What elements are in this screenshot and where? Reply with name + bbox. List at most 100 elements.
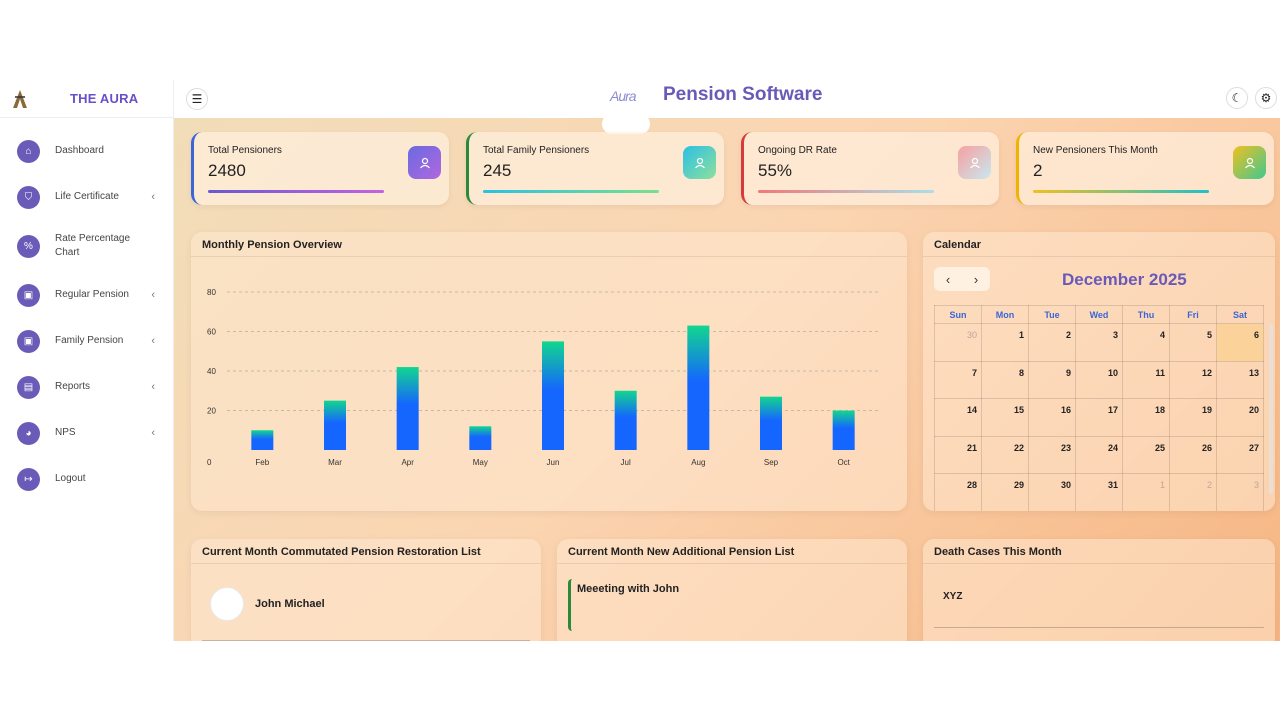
stat-card-total-pensioners[interactable]: Total Pensioners 2480 — [191, 132, 449, 205]
report-icon: ▤ — [17, 375, 40, 399]
stat-value: 55% — [758, 161, 793, 180]
calendar-card: Calendar ‹ › December 2025 Sun Mon Tue Wed T… — [923, 232, 1275, 511]
user-icon — [408, 146, 441, 179]
calendar-day[interactable]: 27 — [1216, 435, 1264, 474]
chart-bar-aug[interactable] — [687, 325, 710, 450]
calendar-day[interactable]: 8 — [981, 360, 1029, 399]
weekday-header: Mon — [981, 305, 1029, 324]
shield-icon: ⛉ — [17, 185, 40, 209]
calendar-day[interactable]: 5 — [1169, 323, 1217, 362]
calendar-day[interactable]: 2 — [1028, 323, 1076, 362]
calendar-day[interactable]: 1 — [981, 323, 1029, 362]
calendar-day[interactable]: 20 — [1216, 398, 1264, 437]
calendar-nav: ‹ › — [934, 267, 990, 291]
chart-bar-feb[interactable] — [251, 430, 274, 450]
decorative-cloud — [602, 118, 650, 134]
calendar-day[interactable]: 23 — [1028, 435, 1076, 474]
hamburger-icon[interactable]: ☰ — [186, 88, 208, 110]
weekday-header: Fri — [1169, 305, 1217, 324]
chart-bar-oct[interactable] — [832, 410, 855, 451]
stat-card-ongoing-dr-rate[interactable]: Ongoing DR Rate 55% — [741, 132, 999, 205]
weekday-header: Sun — [934, 305, 982, 324]
calendar-day[interactable]: 19 — [1169, 398, 1217, 437]
sidebar-nav: ⌂ Dashboard ⛉ Life Certificate ‹% Rate Percen… — [0, 118, 173, 502]
chart-bar-jun[interactable] — [542, 341, 564, 450]
chart-bar-apr[interactable] — [396, 367, 419, 450]
calendar-day[interactable]: 4 — [1122, 323, 1170, 362]
weekday-header: Thu — [1122, 305, 1170, 324]
calendar-day[interactable]: 22 — [981, 435, 1029, 474]
chevron-right-icon[interactable]: › — [973, 271, 979, 287]
stat-value: 245 — [483, 161, 512, 180]
calendar-day[interactable]: 30 — [934, 323, 982, 362]
chevron-left-icon: ‹ — [151, 191, 155, 203]
sidebar-item-life-certificate[interactable]: ⛉ Life Certificate ‹ — [0, 174, 173, 220]
sidebar-item-regular-pension[interactable]: ▣ Regular Pension ‹ — [0, 272, 173, 318]
calendar-day[interactable]: 2 — [1169, 473, 1217, 511]
stat-progress-bar — [483, 190, 659, 193]
top-logo: Aura — [610, 88, 637, 104]
calendar-day[interactable]: 18 — [1122, 398, 1170, 437]
calendar-day[interactable]: 16 — [1028, 398, 1076, 437]
chart-bar-mar[interactable] — [324, 400, 346, 450]
calendar-day[interactable]: 24 — [1075, 435, 1123, 474]
calendar-day[interactable]: 30 — [1028, 473, 1076, 511]
event-item[interactable]: Meeeting with John — [568, 579, 768, 631]
calendar-day[interactable]: 28 — [934, 473, 982, 511]
gear-icon[interactable]: ⚙ — [1255, 87, 1277, 109]
calendar-day[interactable]: 14 — [934, 398, 982, 437]
calendar-day[interactable]: 3 — [1075, 323, 1123, 362]
calendar-day[interactable]: 12 — [1169, 360, 1217, 399]
calendar-day[interactable]: 31 — [1075, 473, 1123, 511]
sidebar-item-logout[interactable]: ↦ Logout — [0, 456, 173, 502]
sidebar-item-rate-percentage-chart[interactable]: % Rate Percentage Chart — [0, 220, 173, 272]
calendar-day[interactable]: 25 — [1122, 435, 1170, 474]
calendar-day[interactable]: 15 — [981, 398, 1029, 437]
app-title: Pension Software — [663, 84, 823, 105]
calendar-day[interactable]: 10 — [1075, 360, 1123, 399]
stat-label: Total Pensioners — [208, 145, 282, 156]
x-tick-label: Apr — [401, 458, 414, 467]
calendar-day[interactable]: 1 — [1122, 473, 1170, 511]
x-tick-label: Feb — [255, 458, 269, 467]
sidebar: THE AURA ⌂ Dashboard ⛉ Life Certificate ‹% Ra… — [0, 80, 174, 641]
x-tick-label: Oct — [837, 458, 850, 467]
logout-icon: ↦ — [17, 467, 40, 491]
home-icon: ⌂ — [17, 139, 40, 163]
avatar — [210, 587, 244, 621]
calendar-day[interactable]: 6 — [1216, 323, 1264, 362]
calendar-day[interactable]: 26 — [1169, 435, 1217, 474]
calendar-scrollbar[interactable] — [1269, 324, 1273, 494]
chart-bar-may[interactable] — [469, 426, 492, 450]
brand[interactable]: THE AURA — [0, 80, 173, 118]
stat-progress-bar — [758, 190, 934, 193]
users-icon — [1233, 146, 1266, 179]
moon-icon[interactable]: ☾ — [1226, 87, 1248, 109]
row-divider — [934, 627, 1264, 628]
calendar-day[interactable]: 11 — [1122, 360, 1170, 399]
chart-bar-jul[interactable] — [614, 390, 637, 450]
chevron-left-icon[interactable]: ‹ — [945, 271, 951, 287]
stat-card-total-family-pensioners[interactable]: Total Family Pensioners 245 — [466, 132, 724, 205]
calendar-day[interactable]: 9 — [1028, 360, 1076, 399]
sidebar-item-label: Regular Pension — [55, 289, 129, 300]
sidebar-item-reports[interactable]: ▤ Reports ‹ — [0, 364, 173, 410]
sidebar-item-label: NPS — [55, 427, 76, 438]
sidebar-item-family-pension[interactable]: ▣ Family Pension ‹ — [0, 318, 173, 364]
calendar-day[interactable]: 29 — [981, 473, 1029, 511]
row-divider — [202, 640, 530, 641]
calendar-day[interactable]: 3 — [1216, 473, 1264, 511]
users-icon — [683, 146, 716, 179]
calendar-day[interactable]: 17 — [1075, 398, 1123, 437]
trend-chart-icon — [958, 146, 991, 179]
dashboard-main: Total Pensioners 2480 Total Family Pension… — [174, 118, 1280, 641]
calendar-day[interactable]: 7 — [934, 360, 982, 399]
calendar-day[interactable]: 13 — [1216, 360, 1264, 399]
chart-bar-sep[interactable] — [760, 396, 782, 450]
list-item[interactable]: John Michael — [202, 587, 530, 641]
sidebar-item-nps[interactable]: ◕ NPS ‹ — [0, 410, 173, 456]
restoration-list-card: Current Month Commutated Pension Restora… — [191, 539, 541, 641]
sidebar-item-dashboard[interactable]: ⌂ Dashboard — [0, 128, 173, 174]
stat-card-new-pensioners-this-month[interactable]: New Pensioners This Month 2 — [1016, 132, 1274, 205]
calendar-day[interactable]: 21 — [934, 435, 982, 474]
